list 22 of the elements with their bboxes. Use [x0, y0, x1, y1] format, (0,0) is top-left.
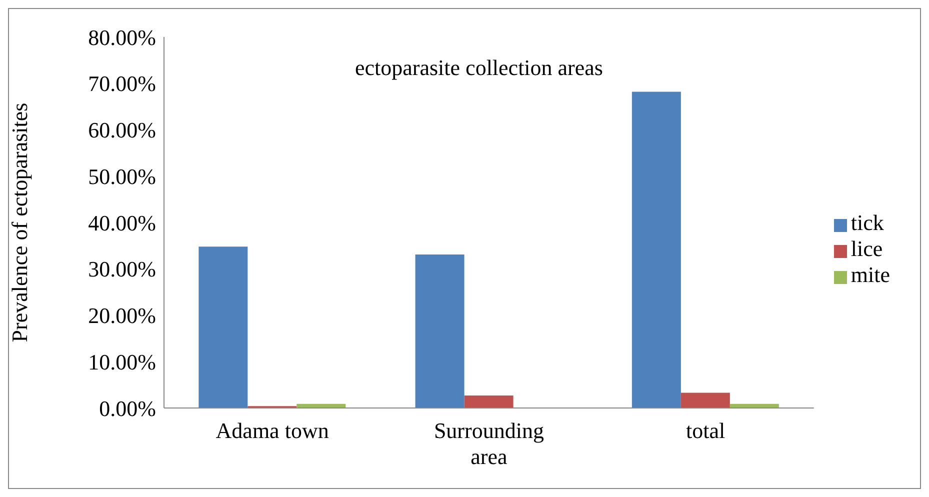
- x-tick-label: total: [686, 418, 726, 443]
- y-tick-label: 80.00%: [88, 24, 156, 50]
- y-tick-label: 30.00%: [88, 256, 156, 282]
- y-tick-label: 20.00%: [88, 303, 156, 328]
- bar: [198, 246, 248, 408]
- y-tick-label: 10.00%: [88, 349, 156, 374]
- y-tick-label: 0.00%: [99, 396, 156, 421]
- y-axis-title: Prevalence of ectoparasites: [6, 102, 32, 342]
- bar: [464, 395, 514, 408]
- legend-label: mite: [850, 262, 890, 286]
- text: ectoparasite collection areas: [355, 55, 603, 80]
- y-tick-label: 70.00%: [88, 71, 156, 96]
- bar: [680, 392, 730, 408]
- y-tick-label: 40.00%: [88, 210, 156, 236]
- legend-label: lice: [850, 236, 883, 260]
- bar: [415, 254, 464, 408]
- x-tick-label: Surrounding area: [434, 418, 544, 469]
- y-tick-label: 60.00%: [88, 118, 156, 143]
- x-tick-label: Adama town: [216, 418, 329, 443]
- bar: [632, 92, 681, 408]
- legend-label: tick: [850, 210, 884, 234]
- y-tick-label: 50.00%: [88, 164, 156, 189]
